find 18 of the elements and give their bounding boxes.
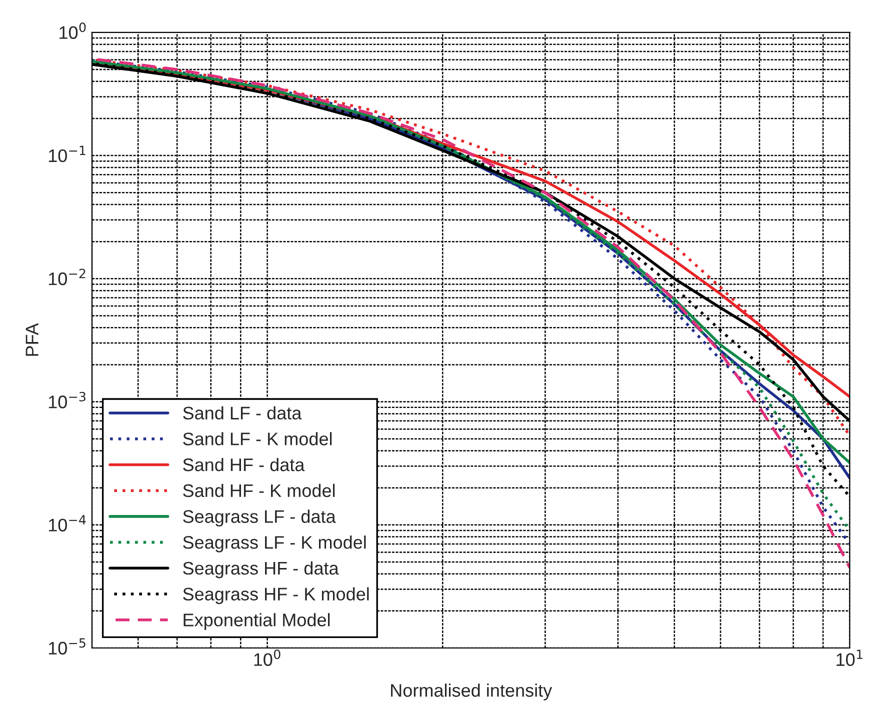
y-tick-label: 10$^{0}$ [60,22,86,39]
legend-label: Sand LF - data [183,406,302,420]
x-tick-label: 10$^{1}$ [836,650,862,666]
y-tick-label: 10$^{−3}$ [48,392,86,408]
legend-label: Seagrass LF - data [183,510,336,527]
legend-label: Exponential Model [184,613,330,630]
legend-label: Sand LF - K model [183,432,332,446]
legend-label: Seagrass HF - data [183,561,339,578]
y-tick-label: 10$^{−5}$ [48,638,86,655]
y-tick-label: 10$^{−2}$ [48,268,86,286]
y-tick-label: 10$^{−4}$ [48,515,86,532]
legend-label: Seagrass HF - K model [183,587,369,604]
legend-label: Sand HF - data [183,458,305,472]
legend-label: Seagrass LF - K model [183,536,366,552]
legend-label: Sand HF - K model [183,484,335,498]
y-axis-title: PFA [26,323,38,356]
y-tick-label: 10$^{−1}$ [48,146,86,162]
x-axis-title: Normalised intensity [391,684,552,700]
